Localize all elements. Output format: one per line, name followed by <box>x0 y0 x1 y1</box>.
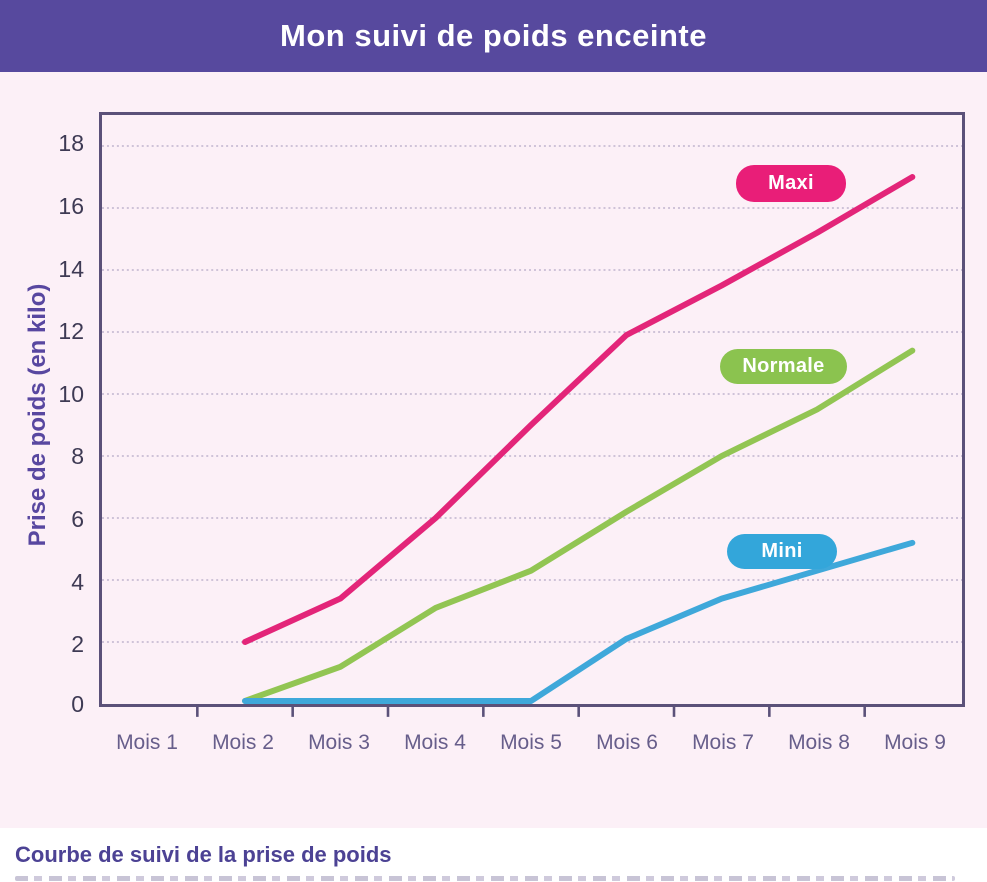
x-tick-label-1: Mois 1 <box>116 731 178 754</box>
x-tick-label-5: Mois 5 <box>500 731 562 754</box>
legend-badge-normale: Normale <box>720 349 847 384</box>
x-tick-label-3: Mois 3 <box>308 731 370 754</box>
y-tick-label-16: 16 <box>58 192 84 219</box>
maxi-line <box>242 174 916 645</box>
x-tick-label-4: Mois 4 <box>404 731 466 754</box>
y-tick-label-10: 10 <box>58 380 84 407</box>
y-tick-label-4: 4 <box>71 568 84 595</box>
normale-line <box>242 347 916 704</box>
chart-caption: Courbe de suivi de la prise de poids <box>15 842 392 867</box>
x-tick-label-8: Mois 8 <box>788 731 850 754</box>
y-tick-label-18: 18 <box>58 130 84 157</box>
y-tick-label-14: 14 <box>58 255 84 282</box>
x-tick-label-9: Mois 9 <box>884 731 946 754</box>
chart-area: Prise de poids (en kilo) 0 2 4 6 8 10 12 14 16 18… <box>0 72 987 828</box>
x-tick-label-2: Mois 2 <box>212 731 274 754</box>
y-tick-label-12: 12 <box>58 318 84 345</box>
y-tick-label-8: 8 <box>71 443 84 470</box>
x-tick-label-7: Mois 7 <box>692 731 754 754</box>
y-tick-label-2: 2 <box>71 631 84 658</box>
mini-line <box>242 539 916 704</box>
legend-badge-maxi: Maxi <box>736 165 846 202</box>
footer: Courbe de suivi de la prise de poids <box>0 828 987 882</box>
plot-frame: Maxi Normale Mini <box>99 112 965 717</box>
line-chart <box>102 145 962 717</box>
y-tick-label-0: 0 <box>71 691 84 717</box>
header-banner: Mon suivi de poids enceinte <box>0 0 987 72</box>
page-title: Mon suivi de poids enceinte <box>280 18 707 53</box>
x-tick-label-6: Mois 6 <box>596 731 658 754</box>
truncated-text-line <box>15 876 955 881</box>
legend-badge-mini: Mini <box>727 534 837 569</box>
y-tick-label-6: 6 <box>71 506 84 533</box>
